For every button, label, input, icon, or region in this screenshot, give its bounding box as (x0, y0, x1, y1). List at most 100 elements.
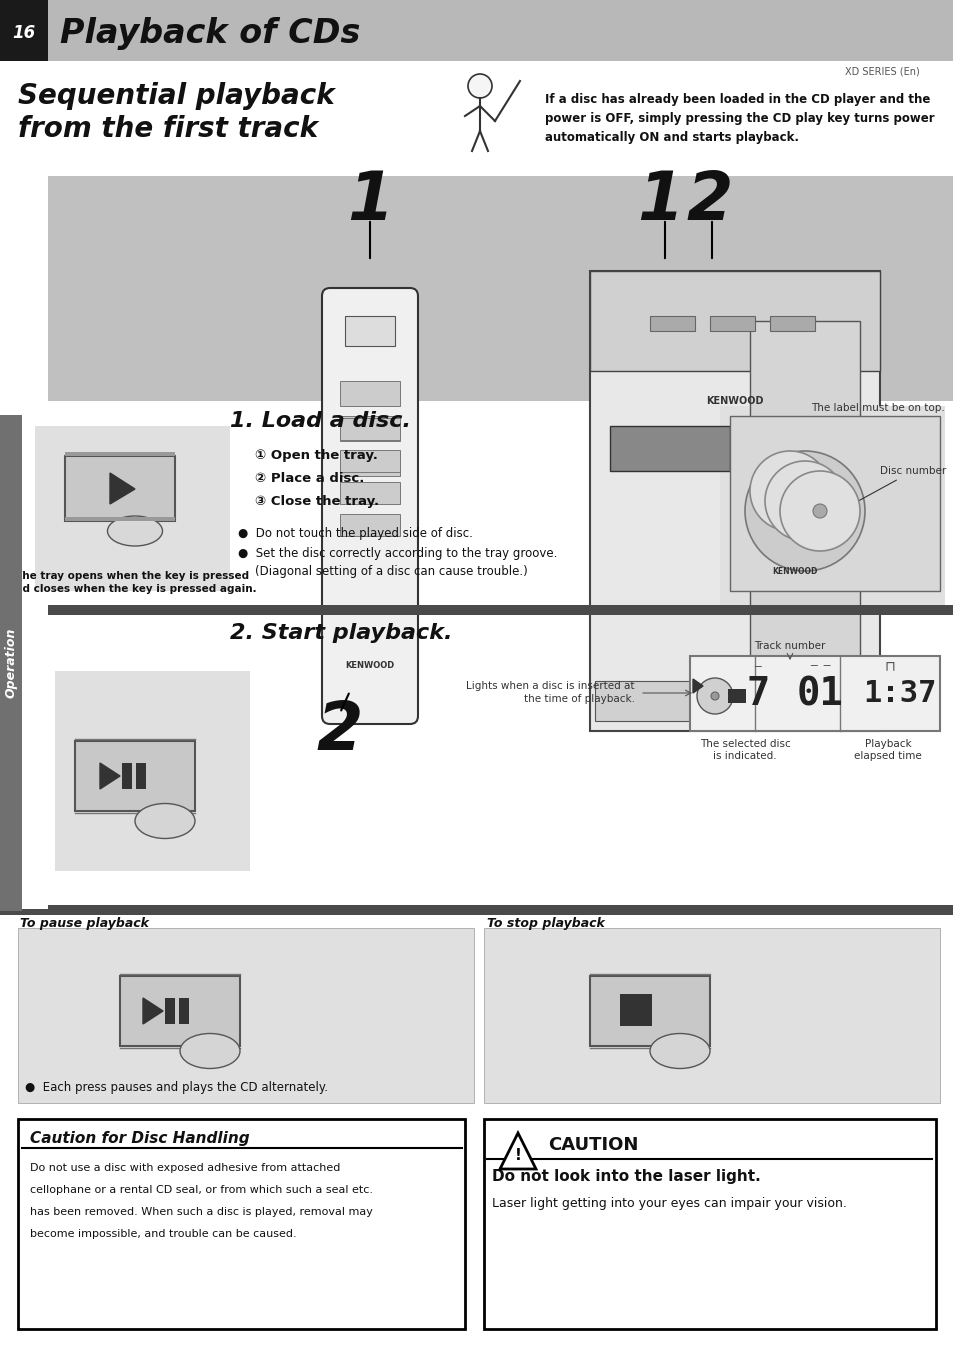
Text: If a disc has already been loaded in the CD player and the
power is OFF, simply : If a disc has already been loaded in the… (544, 93, 934, 145)
Bar (589, 272, 879, 731)
Text: XD SERIES (En): XD SERIES (En) (844, 66, 919, 76)
Bar (455, 72, 530, 161)
Ellipse shape (135, 804, 194, 839)
Bar (727, 689, 745, 703)
Bar (589, 975, 709, 1046)
Circle shape (797, 494, 811, 508)
Text: ② Place a disc.: ② Place a disc. (254, 473, 364, 485)
Bar (339, 482, 399, 504)
Text: Playback of CDs: Playback of CDs (60, 16, 360, 50)
Bar (0, 61, 953, 176)
Text: The selected disc: The selected disc (699, 739, 789, 748)
Text: ●  Each press pauses and plays the CD alternately.: ● Each press pauses and plays the CD alt… (25, 1081, 328, 1093)
Text: 1:37: 1:37 (862, 680, 936, 708)
Bar (65, 457, 174, 521)
Bar (729, 416, 939, 590)
Text: ─  ─: ─ ─ (809, 661, 829, 671)
Text: is indicated.: is indicated. (713, 751, 776, 761)
Bar (589, 272, 879, 372)
Bar (22, 401, 953, 611)
Bar (749, 322, 859, 681)
Text: KENWOOD: KENWOOD (705, 396, 763, 407)
Text: Sequential playback: Sequential playback (18, 82, 335, 109)
Text: !: ! (514, 1148, 521, 1163)
Text: Operation: Operation (5, 628, 17, 698)
Text: ① Open the tray.: ① Open the tray. (254, 450, 377, 462)
Bar (483, 1119, 935, 1329)
Text: and closes when the key is pressed again.: and closes when the key is pressed again… (8, 584, 256, 594)
Circle shape (764, 461, 844, 540)
Circle shape (812, 504, 826, 517)
Polygon shape (100, 763, 120, 789)
Ellipse shape (649, 1034, 709, 1069)
Bar (483, 928, 939, 1102)
Text: 1: 1 (347, 168, 393, 234)
Bar (165, 998, 174, 1024)
Circle shape (468, 74, 492, 99)
Bar (339, 513, 399, 536)
Text: Do not look into the laser light.: Do not look into the laser light. (492, 1169, 760, 1183)
Bar (22, 615, 953, 905)
Text: 1. Load a disc.: 1. Load a disc. (230, 411, 411, 431)
Polygon shape (692, 680, 702, 693)
Bar (65, 517, 174, 521)
Bar (48, 905, 953, 915)
Text: 2. Start playback.: 2. Start playback. (230, 623, 452, 643)
Bar (339, 417, 399, 440)
Text: the time of playback.: the time of playback. (523, 694, 635, 704)
Bar (345, 316, 395, 346)
Text: Do not use a disc with exposed adhesive from attached: Do not use a disc with exposed adhesive … (30, 1163, 340, 1173)
Text: elapsed time: elapsed time (853, 751, 921, 761)
Ellipse shape (180, 1034, 240, 1069)
Circle shape (749, 451, 829, 531)
Bar (0, 0, 953, 61)
Polygon shape (143, 998, 163, 1024)
Bar (0, 0, 48, 61)
Circle shape (697, 678, 732, 713)
Bar (0, 415, 22, 911)
Bar (122, 763, 132, 789)
Bar (720, 407, 944, 607)
Bar (689, 657, 939, 731)
Text: Lights when a disc is inserted at: Lights when a disc is inserted at (466, 681, 635, 690)
Polygon shape (110, 473, 135, 504)
Ellipse shape (108, 516, 162, 546)
Text: 2: 2 (686, 168, 733, 234)
Circle shape (794, 501, 814, 521)
Text: (Diagonal setting of a disc can cause trouble.): (Diagonal setting of a disc can cause tr… (254, 565, 527, 577)
Bar (55, 671, 250, 871)
Bar (339, 381, 399, 407)
Bar (136, 763, 146, 789)
Bar (0, 915, 953, 1111)
Text: Track number: Track number (754, 640, 825, 651)
Text: To pause playback: To pause playback (20, 916, 149, 929)
Text: 7: 7 (745, 676, 769, 713)
Text: ─: ─ (754, 661, 760, 671)
Bar (75, 740, 194, 811)
FancyBboxPatch shape (322, 288, 417, 724)
Text: ③ Close the tray.: ③ Close the tray. (254, 496, 378, 508)
Bar (48, 605, 953, 615)
Bar (18, 928, 474, 1102)
Bar (709, 316, 754, 331)
Bar (120, 975, 240, 1046)
Bar (18, 1119, 464, 1329)
Circle shape (710, 692, 719, 700)
Bar (0, 909, 953, 915)
Bar (0, 1116, 953, 1331)
Text: Disc number: Disc number (842, 466, 945, 509)
Text: ●  Do not touch the played side of disc.: ● Do not touch the played side of disc. (237, 527, 473, 539)
Text: 01: 01 (796, 676, 842, 713)
Text: KENWOOD: KENWOOD (345, 662, 395, 670)
Bar (339, 416, 399, 440)
Bar (769, 316, 814, 331)
Bar (609, 426, 729, 471)
Text: cellophane or a rental CD seal, or from which such a seal etc.: cellophane or a rental CD seal, or from … (30, 1185, 373, 1196)
Bar (339, 451, 399, 476)
Text: To stop playback: To stop playback (486, 916, 604, 929)
Text: Playback: Playback (863, 739, 910, 748)
Text: The label must be on top.: The label must be on top. (810, 403, 944, 413)
Text: from the first track: from the first track (18, 115, 317, 143)
Text: The tray opens when the key is pressed: The tray opens when the key is pressed (15, 571, 249, 581)
Bar (649, 316, 695, 331)
